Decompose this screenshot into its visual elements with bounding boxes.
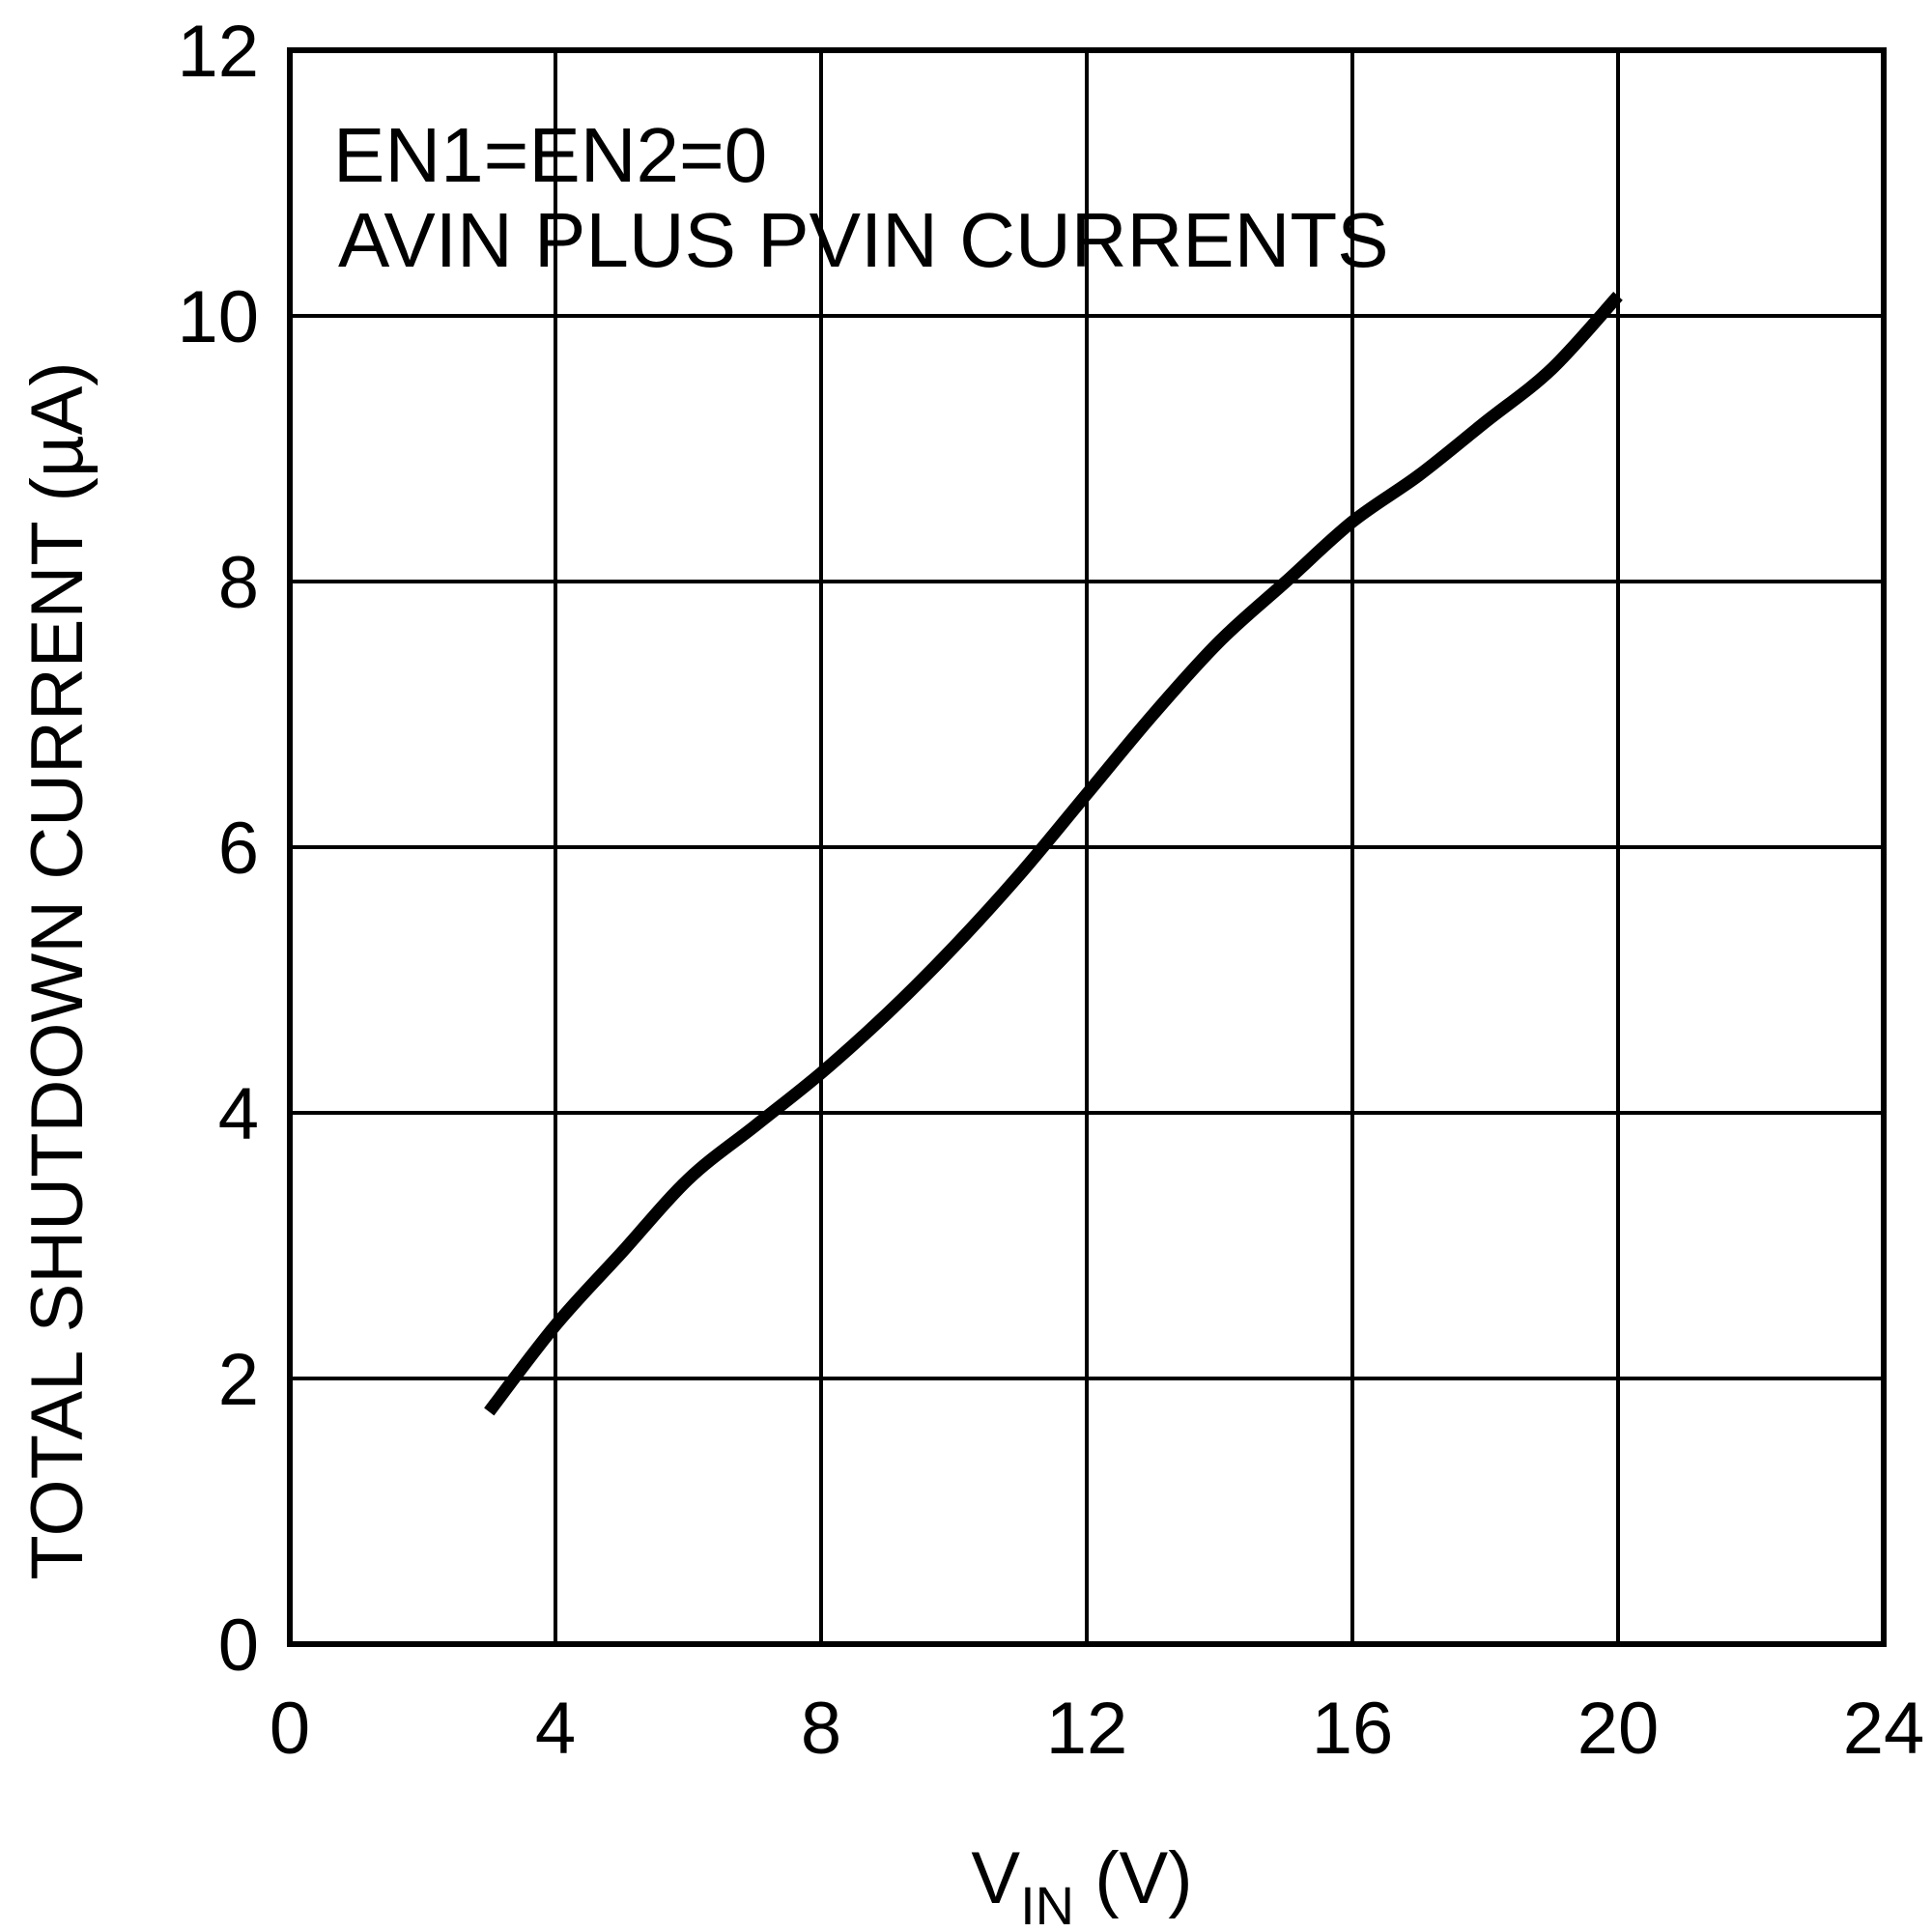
x-tick-label: 0 <box>270 1688 310 1770</box>
x-axis-title-sub: IN <box>1020 1875 1074 1932</box>
x-tick-label: 20 <box>1577 1688 1660 1770</box>
y-tick-label: 6 <box>218 808 259 890</box>
y-tick-label: 12 <box>177 11 259 93</box>
x-axis-title-unit: (V) <box>1074 1837 1192 1919</box>
y-tick-label: 2 <box>218 1339 259 1421</box>
y-tick-label: 4 <box>218 1073 259 1155</box>
x-tick-label: 4 <box>535 1688 576 1770</box>
x-axis-title: VIN (V) <box>971 1837 1192 1932</box>
y-tick-label: 0 <box>218 1605 259 1687</box>
x-tick-label: 24 <box>1843 1688 1925 1770</box>
plot-frame <box>287 47 1887 1647</box>
x-tick-label: 8 <box>801 1688 841 1770</box>
x-tick-label: 12 <box>1046 1688 1128 1770</box>
x-axis-title-main: V <box>971 1837 1020 1919</box>
series-line <box>484 292 1623 1416</box>
y-tick-label: 10 <box>177 276 259 358</box>
y-tick-label: 8 <box>218 542 259 624</box>
x-tick-labels: 0 4 8 12 16 20 24 <box>270 1688 1924 1770</box>
x-tick-label: 16 <box>1312 1688 1394 1770</box>
annotation-line-2: AVIN PLUS PVIN CURRENTS <box>338 197 1389 283</box>
annotation-line-1: EN1=EN2=0 <box>333 112 767 198</box>
y-tick-labels: 0 2 4 6 8 10 12 <box>177 11 259 1687</box>
y-axis-title: TOTAL SHUTDOWN CURRENT (µA) <box>16 361 99 1579</box>
grid-lines <box>290 50 1884 1644</box>
